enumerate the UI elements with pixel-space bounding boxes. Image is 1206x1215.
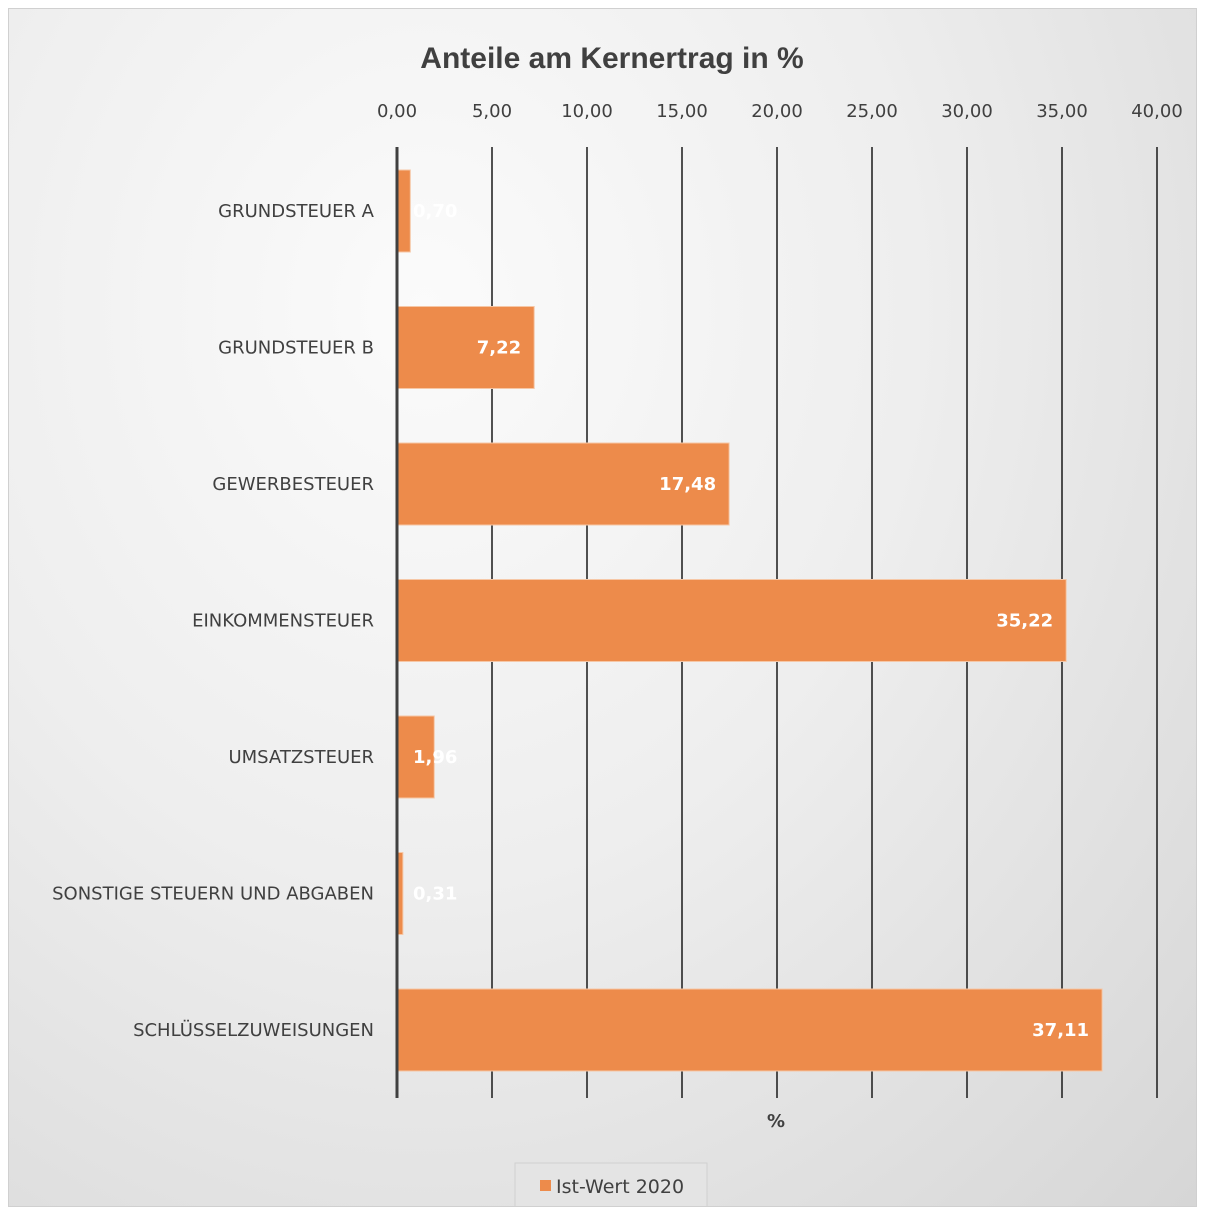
data-label: 0,70	[413, 201, 457, 222]
x-tick-label: 35,00	[1036, 101, 1088, 122]
bar	[396, 306, 535, 389]
legend-swatch	[540, 1180, 551, 1191]
bar	[396, 442, 730, 526]
x-tick-label: 10,00	[561, 101, 613, 122]
category-label: GRUNDSTEUER B	[218, 338, 374, 359]
category-label: EINKOMMENSTEUER	[192, 611, 374, 632]
x-tick-label: 0,00	[377, 101, 417, 122]
data-label: 0,31	[413, 884, 457, 905]
bar	[396, 715, 435, 799]
chart-title: Anteile am Kernertrag in %	[420, 42, 803, 75]
data-label: 7,22	[477, 338, 521, 359]
x-tick-label: 15,00	[656, 101, 708, 122]
bar	[396, 988, 1103, 1072]
legend: Ist-Wert 2020	[514, 1162, 708, 1206]
data-labels: 0,70 7,22 17,48 35,22 1,96 0,31 37,11	[413, 201, 1089, 1041]
x-tick-label: 5,00	[472, 101, 512, 122]
category-label: UMSATZSTEUER	[228, 747, 374, 768]
x-tick-label: 30,00	[941, 101, 993, 122]
bar	[396, 169, 411, 253]
category-label: SCHLÜSSELZUWEISUNGEN	[133, 1019, 374, 1041]
bar-chart: Anteile am Kernertrag in % 0,00 5,00 10,00…	[52, 42, 1183, 1206]
x-tick-label: 20,00	[751, 101, 803, 122]
data-label: 35,22	[996, 611, 1053, 632]
legend-label: Ist-Wert 2020	[556, 1176, 684, 1198]
x-tick-label: 40,00	[1131, 101, 1183, 122]
data-label: 17,48	[659, 474, 716, 495]
data-label: 37,11	[1032, 1020, 1089, 1041]
bar	[396, 579, 1067, 662]
category-labels: GRUNDSTEUER A GRUNDSTEUER B GEWERBESTEUER E…	[52, 201, 375, 1041]
category-label: SONSTIGE STEUERN UND ABGABEN	[52, 884, 374, 905]
x-tick-label: 25,00	[846, 101, 898, 122]
category-label: GEWERBESTEUER	[212, 474, 374, 495]
chart-area: Anteile am Kernertrag in % 0,00 5,00 10,00…	[8, 8, 1197, 1207]
x-axis-ticks: 0,00 5,00 10,00 15,00 20,00 25,00 30,00 35,00 40…	[377, 101, 1183, 122]
x-axis-title: %	[767, 1111, 785, 1132]
data-label: 1,96	[413, 747, 457, 768]
category-label: GRUNDSTEUER A	[218, 201, 375, 222]
